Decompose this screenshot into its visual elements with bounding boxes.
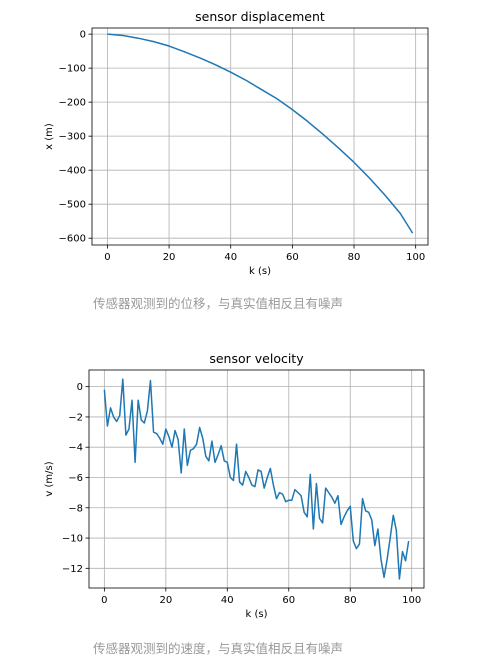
x-axis-label: k (s) bbox=[246, 609, 268, 620]
x-tick-label: 20 bbox=[159, 595, 172, 606]
y-tick-label: −200 bbox=[59, 98, 86, 109]
y-axis-label: v (m/s) bbox=[44, 461, 55, 496]
chart-2: 0 20 40 60 80 100 0 −2 −4 −6 −8 −10 −12 sensor veloci… bbox=[44, 351, 425, 620]
y-tick-label: −500 bbox=[59, 200, 86, 211]
x-tick-label: 100 bbox=[406, 252, 425, 263]
x-tick-label: 60 bbox=[282, 595, 295, 606]
axes-frame bbox=[88, 369, 425, 589]
x-tick-label: 40 bbox=[224, 252, 237, 263]
series-line-1 bbox=[107, 33, 414, 234]
x-tick-label: 80 bbox=[344, 595, 357, 606]
y-tick-label: −600 bbox=[59, 234, 86, 245]
x-axis-label: k (s) bbox=[249, 266, 271, 277]
caption-velocity: 传感器观测到的速度，与真实值相反且有噪声 bbox=[93, 641, 344, 656]
y-tick-label: −100 bbox=[59, 64, 86, 75]
y-tick-label: −4 bbox=[68, 443, 83, 454]
y-tick-label: −12 bbox=[62, 564, 83, 575]
x-tick-label: 100 bbox=[402, 595, 421, 606]
y-tick-label: −400 bbox=[59, 166, 86, 177]
y-tick-label: −2 bbox=[68, 412, 83, 423]
x-tick-label: 20 bbox=[163, 252, 176, 263]
y-tick-label: −300 bbox=[59, 132, 86, 143]
y-tick-label: 0 bbox=[77, 382, 83, 393]
caption-displacement: 传感器观测到的位移，与真实值相反且有噪声 bbox=[93, 296, 344, 311]
x-tick-label: 0 bbox=[101, 595, 107, 606]
x-tick-label: 0 bbox=[104, 252, 110, 263]
chart-1: 0 20 40 60 80 100 0 −100 −200 −300 −400 −500 −600 sen… bbox=[44, 9, 429, 277]
y-tick-label: −6 bbox=[68, 473, 83, 484]
y-axis-label: x (m) bbox=[44, 123, 55, 150]
y-tick-label: −10 bbox=[62, 534, 83, 545]
x-tick-label: 60 bbox=[286, 252, 299, 263]
x-tick-label: 40 bbox=[221, 595, 234, 606]
chart-title: sensor displacement bbox=[195, 9, 325, 24]
series-line-1 bbox=[103, 378, 410, 580]
y-tick-label: −8 bbox=[68, 503, 83, 514]
y-tick-label: 0 bbox=[80, 30, 86, 41]
x-tick-label: 80 bbox=[348, 252, 361, 263]
chart-title: sensor velocity bbox=[209, 351, 304, 366]
